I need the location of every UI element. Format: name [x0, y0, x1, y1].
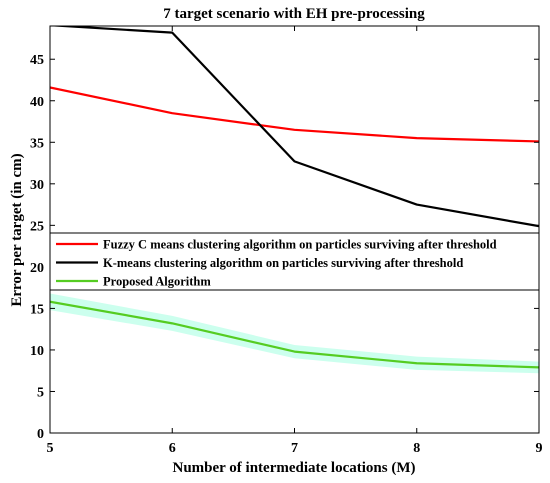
legend-box: [49, 232, 540, 291]
y-axis-ticks: 0 5 10 15 20 25 30 35 40 45: [30, 53, 539, 442]
plot-frame: [49, 25, 540, 434]
series-line-0: [50, 86, 539, 143]
legend-label-1: K-means clustering algorithm on particle…: [103, 256, 463, 270]
x-tick-label: 6: [169, 441, 176, 456]
y-tick-label: 35: [30, 136, 44, 151]
x-axis-label: Number of intermediate locations (M): [172, 460, 415, 476]
series-line-1: [50, 26, 539, 228]
legend-label-0: Fuzzy C means clustering algorithm on pa…: [103, 238, 497, 252]
x-tick-label: 7: [291, 441, 298, 456]
series-line-2: [50, 300, 539, 369]
x-tick-label: 9: [536, 441, 543, 456]
y-axis-label: Error per target (in cm): [9, 153, 25, 306]
series-band-2: [50, 293, 539, 374]
x-tick-label: 8: [413, 441, 420, 456]
y-tick-label: 20: [30, 261, 44, 276]
y-tick-label: 25: [30, 219, 44, 234]
series-lines: [50, 26, 539, 369]
y-tick-label: 5: [37, 385, 44, 400]
legend-label-2: Proposed Algorithm: [103, 275, 211, 289]
legend: Fuzzy C means clustering algorithm on pa…: [49, 232, 540, 291]
x-axis-ticks: 5 6 7 8 9: [47, 26, 543, 456]
y-tick-label: 10: [30, 344, 44, 359]
y-tick-label: 15: [30, 302, 44, 317]
y-tick-label: 30: [30, 178, 44, 193]
chart-title: 7 target scenario with EH pre-processing: [163, 6, 425, 22]
y-tick-label: 40: [30, 95, 44, 110]
confidence-bands: [50, 293, 539, 374]
x-tick-label: 5: [47, 441, 54, 456]
y-tick-label: 45: [30, 53, 44, 68]
y-tick-label: 0: [37, 427, 44, 442]
